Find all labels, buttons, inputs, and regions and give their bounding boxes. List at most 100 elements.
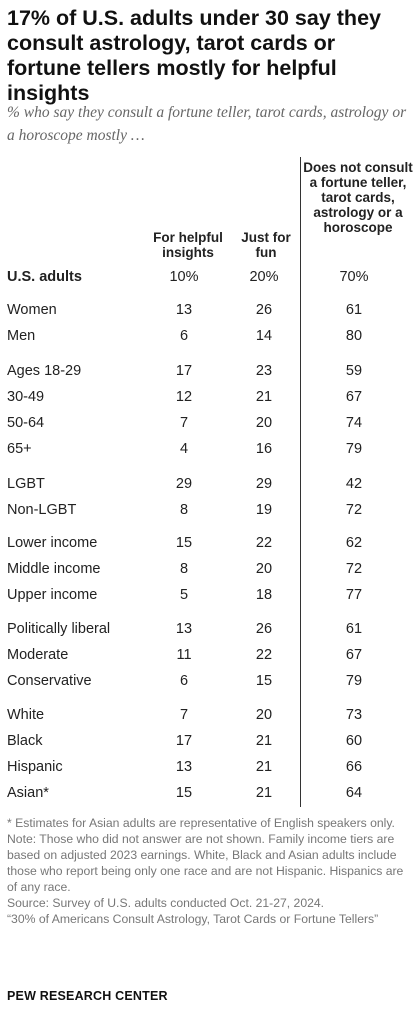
row-label: U.S. adults bbox=[7, 269, 82, 285]
cell-just-for-fun: 14 bbox=[255, 328, 273, 344]
cell-just-for-fun: 21 bbox=[255, 733, 273, 749]
table-row: LGBT 29 29 42 bbox=[0, 474, 418, 494]
row-label: 30-49 bbox=[7, 389, 45, 405]
row-label: Conservative bbox=[7, 673, 92, 689]
table-row: Non-LGBT 8 19 72 bbox=[0, 500, 418, 520]
table-row: Middle income 8 20 72 bbox=[0, 559, 418, 579]
footnote-source: Source: Survey of U.S. adults conducted … bbox=[7, 896, 325, 910]
cell-just-for-fun: 22 bbox=[255, 647, 273, 663]
footnote-asterisk: * Estimates for Asian adults are represe… bbox=[7, 816, 395, 830]
cell-helpful-insights: 6 bbox=[179, 673, 189, 689]
row-label: White bbox=[7, 707, 45, 723]
cell-does-not-consult: 74 bbox=[345, 415, 363, 431]
cell-just-for-fun: 20 bbox=[255, 707, 273, 723]
footnote-note: Note: Those who did not answer are not s… bbox=[7, 832, 404, 894]
column-header-does-not-consult: Does not consult a fortune teller, tarot… bbox=[303, 160, 413, 235]
row-label: Ages 18-29 bbox=[7, 363, 82, 379]
table-row: Politically liberal 13 26 61 bbox=[0, 619, 418, 639]
cell-does-not-consult: 60 bbox=[345, 733, 363, 749]
cell-just-for-fun: 26 bbox=[255, 302, 273, 318]
cell-just-for-fun: 22 bbox=[255, 535, 273, 551]
cell-does-not-consult: 61 bbox=[345, 302, 363, 318]
cell-does-not-consult: 67 bbox=[345, 647, 363, 663]
row-label: Men bbox=[7, 328, 36, 344]
cell-just-for-fun: 20 bbox=[255, 561, 273, 577]
table-row: Women 13 26 61 bbox=[0, 300, 418, 320]
cell-helpful-insights: 13 bbox=[175, 621, 193, 637]
cell-helpful-insights: 8 bbox=[179, 502, 189, 518]
cell-does-not-consult: 80 bbox=[345, 328, 363, 344]
organization-label: PEW RESEARCH CENTER bbox=[7, 989, 168, 1003]
table-row: 65+ 4 16 79 bbox=[0, 439, 418, 459]
cell-helpful-insights: 17 bbox=[175, 363, 193, 379]
table-row: White 7 20 73 bbox=[0, 705, 418, 725]
cell-helpful-insights: 7 bbox=[179, 415, 189, 431]
row-label: 50-64 bbox=[7, 415, 45, 431]
row-label: Hispanic bbox=[7, 759, 63, 775]
cell-does-not-consult: 72 bbox=[345, 502, 363, 518]
cell-just-for-fun: 23 bbox=[255, 363, 273, 379]
cell-does-not-consult: 66 bbox=[345, 759, 363, 775]
table-row: Ages 18-29 17 23 59 bbox=[0, 361, 418, 381]
cell-does-not-consult: 79 bbox=[345, 441, 363, 457]
cell-helpful-insights: 6 bbox=[179, 328, 189, 344]
cell-just-for-fun: 16 bbox=[255, 441, 273, 457]
table-row: 50-64 7 20 74 bbox=[0, 413, 418, 433]
footnote-report: “30% of Americans Consult Astrology, Tar… bbox=[7, 912, 379, 926]
row-label: Politically liberal bbox=[7, 621, 111, 637]
cell-helpful-insights: 17 bbox=[175, 733, 193, 749]
row-label: Lower income bbox=[7, 535, 98, 551]
row-label: Black bbox=[7, 733, 43, 749]
row-label: Non-LGBT bbox=[7, 502, 77, 518]
cell-helpful-insights: 5 bbox=[179, 587, 189, 603]
row-label: Asian* bbox=[7, 785, 49, 801]
table-row: Upper income 5 18 77 bbox=[0, 585, 418, 605]
row-label: Middle income bbox=[7, 561, 101, 577]
table-row: Asian* 15 21 64 bbox=[0, 783, 418, 803]
cell-helpful-insights: 15 bbox=[175, 535, 193, 551]
chart-title: 17% of U.S. adults under 30 say they con… bbox=[7, 6, 381, 105]
cell-does-not-consult: 67 bbox=[345, 389, 363, 405]
cell-just-for-fun: 20 bbox=[255, 415, 273, 431]
row-label: Upper income bbox=[7, 587, 98, 603]
chart-subtitle: % who say they consult a fortune teller,… bbox=[7, 104, 407, 144]
cell-helpful-insights: 11 bbox=[176, 647, 192, 663]
row-label: LGBT bbox=[7, 476, 45, 492]
cell-just-for-fun: 18 bbox=[255, 587, 273, 603]
cell-just-for-fun: 19 bbox=[255, 502, 273, 518]
cell-does-not-consult: 77 bbox=[345, 587, 363, 603]
cell-does-not-consult: 59 bbox=[345, 363, 363, 379]
cell-helpful-insights: 12 bbox=[175, 389, 193, 405]
table-row: Men 6 14 80 bbox=[0, 326, 418, 346]
cell-just-for-fun: 21 bbox=[255, 785, 273, 801]
row-label: Women bbox=[7, 302, 57, 318]
cell-helpful-insights: 4 bbox=[179, 441, 189, 457]
column-header-just-for-fun: Just for fun bbox=[241, 230, 291, 260]
cell-does-not-consult: 79 bbox=[345, 673, 363, 689]
cell-does-not-consult: 70% bbox=[339, 269, 369, 285]
row-label: 65+ bbox=[7, 441, 32, 457]
cell-just-for-fun: 21 bbox=[255, 389, 273, 405]
cell-just-for-fun: 20% bbox=[249, 269, 279, 285]
cell-does-not-consult: 73 bbox=[345, 707, 363, 723]
cell-helpful-insights: 10% bbox=[169, 269, 199, 285]
cell-helpful-insights: 8 bbox=[179, 561, 189, 577]
footnotes: * Estimates for Asian adults are represe… bbox=[7, 815, 412, 927]
cell-does-not-consult: 72 bbox=[345, 561, 363, 577]
cell-just-for-fun: 21 bbox=[255, 759, 273, 775]
table-row: 30-49 12 21 67 bbox=[0, 387, 418, 407]
table-row: Moderate 11 22 67 bbox=[0, 645, 418, 665]
column-header-helpful-insights: For helpful insights bbox=[153, 230, 223, 260]
cell-does-not-consult: 42 bbox=[345, 476, 363, 492]
cell-helpful-insights: 15 bbox=[175, 785, 193, 801]
cell-helpful-insights: 13 bbox=[175, 759, 193, 775]
table-row: Conservative 6 15 79 bbox=[0, 671, 418, 691]
cell-does-not-consult: 62 bbox=[345, 535, 363, 551]
cell-helpful-insights: 13 bbox=[175, 302, 193, 318]
cell-helpful-insights: 29 bbox=[175, 476, 193, 492]
cell-does-not-consult: 64 bbox=[345, 785, 363, 801]
cell-just-for-fun: 26 bbox=[255, 621, 273, 637]
cell-just-for-fun: 29 bbox=[255, 476, 273, 492]
column-divider bbox=[300, 157, 301, 807]
cell-just-for-fun: 15 bbox=[255, 673, 273, 689]
